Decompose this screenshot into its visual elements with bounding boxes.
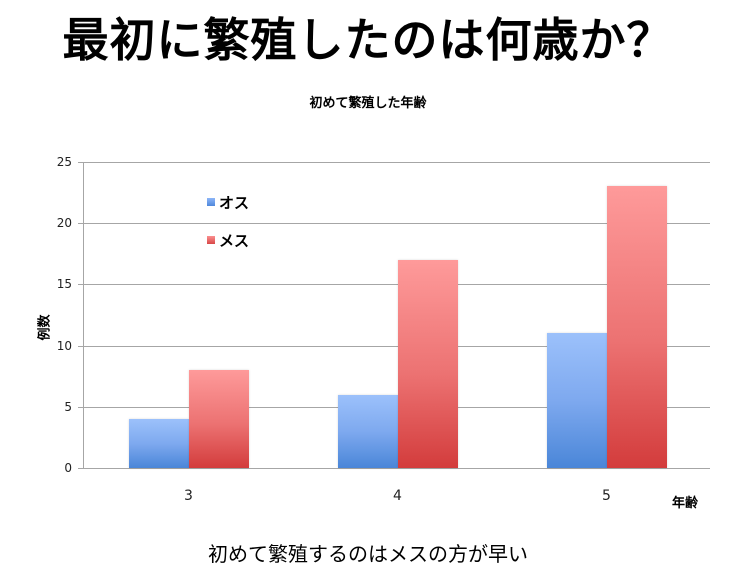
plot-area [83,162,710,469]
y-tick-mark [78,162,83,163]
gridline [83,284,710,286]
y-tick-label: 0 [64,461,72,475]
y-tick-label: 15 [56,277,72,292]
gridline [83,223,710,225]
x-tick-label: 5 [602,488,611,504]
legend: オス メス [207,192,249,268]
legend-label: オス [219,193,250,212]
y-tick-mark [78,223,83,225]
legend-item-male: オス [207,192,249,212]
y-tick-label: 25 [56,155,72,169]
y-tick-mark [78,468,83,469]
x-tick-label: 3 [184,488,193,504]
y-axis-label: 例数 [37,314,53,341]
y-tick-label: 10 [56,338,72,353]
x-tick-label: 4 [393,488,402,504]
bar-male-4 [337,394,398,468]
legend-item-female: メス [207,230,249,250]
legend-swatch-female-icon [207,236,215,244]
y-tick-mark [78,284,83,286]
conclusion-text: 初めて繁殖するのはメスの方が早い [208,542,528,566]
bar-female-4 [397,259,458,468]
gridline [83,345,710,347]
chart-title: 初めて繁殖した年齢 [309,96,427,111]
slide-title: 最初に繁殖したのは何歳か？ [62,13,674,67]
y-axis-line [83,162,84,469]
bar-female-3 [188,370,249,468]
gridline [83,162,710,163]
bar-male-5 [546,333,607,468]
bar-female-5 [606,186,667,468]
x-axis-label: 年齢 [672,496,699,511]
bar-male-3 [128,419,189,468]
legend-label: メス [219,231,250,250]
y-tick-mark [78,345,83,347]
y-tick-mark [78,406,83,408]
y-tick-label: 5 [64,399,72,414]
gridline [83,468,710,469]
y-tick-label: 20 [56,216,72,231]
legend-swatch-male-icon [207,198,215,206]
